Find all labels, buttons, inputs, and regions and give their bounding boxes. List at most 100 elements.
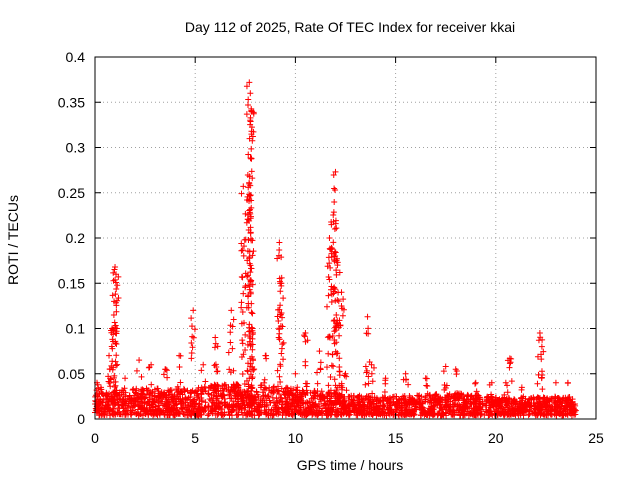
data-point (403, 400, 410, 407)
data-point (330, 209, 337, 216)
data-point (262, 352, 269, 359)
data-point (409, 409, 416, 416)
data-point (248, 168, 255, 175)
data-point (431, 404, 438, 411)
data-point (278, 254, 285, 261)
data-point (110, 379, 117, 386)
data-point (277, 302, 284, 309)
data-point (526, 407, 533, 414)
data-point (247, 154, 254, 161)
data-point (247, 206, 254, 213)
data-point (143, 401, 150, 408)
data-point (327, 398, 334, 405)
data-point (353, 394, 360, 401)
data-point (248, 382, 255, 389)
data-point (265, 393, 272, 400)
data-point (242, 331, 249, 338)
data-point (110, 327, 117, 334)
data-point (249, 175, 256, 182)
data-point (343, 373, 350, 380)
data-point (464, 403, 471, 410)
data-point (429, 412, 436, 419)
data-point (304, 380, 311, 387)
data-point (333, 407, 340, 414)
data-point (171, 411, 178, 418)
data-point (367, 400, 374, 407)
data-point (502, 398, 509, 405)
data-point (132, 395, 139, 402)
data-point (188, 339, 195, 346)
data-point (329, 333, 336, 340)
data-point (130, 386, 137, 393)
data-point (560, 408, 567, 415)
data-point (106, 352, 113, 359)
data-point (451, 412, 458, 419)
data-point (328, 362, 335, 369)
data-point (518, 384, 525, 391)
data-point (225, 349, 232, 356)
data-point (112, 291, 119, 298)
data-point (299, 387, 306, 394)
data-point (311, 401, 318, 408)
data-point (205, 390, 212, 397)
data-point (304, 400, 311, 407)
data-point (400, 411, 407, 418)
data-point (178, 399, 185, 406)
data-point (400, 396, 407, 403)
data-point (531, 409, 538, 416)
data-point (294, 384, 301, 391)
data-point (238, 304, 245, 311)
data-point (384, 396, 391, 403)
data-point (246, 404, 253, 411)
y-axis-ticks: 0 0.05 0.1 0.15 0.2 0.25 0.3 0.35 0.4 (58, 49, 596, 427)
data-point (539, 372, 546, 379)
data-point (96, 400, 103, 407)
data-point (133, 387, 140, 394)
data-point (112, 324, 119, 331)
data-point (249, 252, 256, 259)
data-point (270, 389, 277, 396)
data-point (133, 367, 140, 374)
data-point (552, 379, 559, 386)
data-point (139, 395, 146, 402)
data-point (445, 392, 452, 399)
data-point (239, 340, 246, 347)
data-point (332, 187, 339, 194)
data-point (376, 397, 383, 404)
data-point (336, 355, 343, 362)
data-point (474, 392, 481, 399)
data-point (501, 391, 508, 398)
data-point (479, 401, 486, 408)
data-point (214, 368, 221, 375)
data-point (362, 381, 369, 388)
data-point (122, 375, 129, 382)
data-point (110, 397, 117, 404)
data-point (554, 401, 561, 408)
data-point (99, 399, 106, 406)
data-point (325, 350, 332, 357)
data-point (145, 411, 152, 418)
data-point (163, 392, 170, 399)
data-point (318, 409, 325, 416)
data-point (112, 276, 119, 283)
data-point (242, 347, 249, 354)
data-point (255, 393, 262, 400)
data-point (328, 244, 335, 251)
data-point (191, 326, 198, 333)
y-tick-label: 0.35 (58, 94, 85, 110)
data-point (564, 379, 571, 386)
data-point (112, 382, 119, 389)
data-point (110, 338, 117, 345)
data-point (526, 396, 533, 403)
data-point (153, 411, 160, 418)
data-point (261, 379, 268, 386)
data-point (241, 389, 248, 396)
data-point (278, 280, 285, 287)
data-point (222, 399, 229, 406)
data-point (111, 298, 118, 305)
grid (95, 57, 596, 419)
data-point (99, 391, 106, 398)
data-point (238, 299, 245, 306)
data-point (333, 257, 340, 264)
